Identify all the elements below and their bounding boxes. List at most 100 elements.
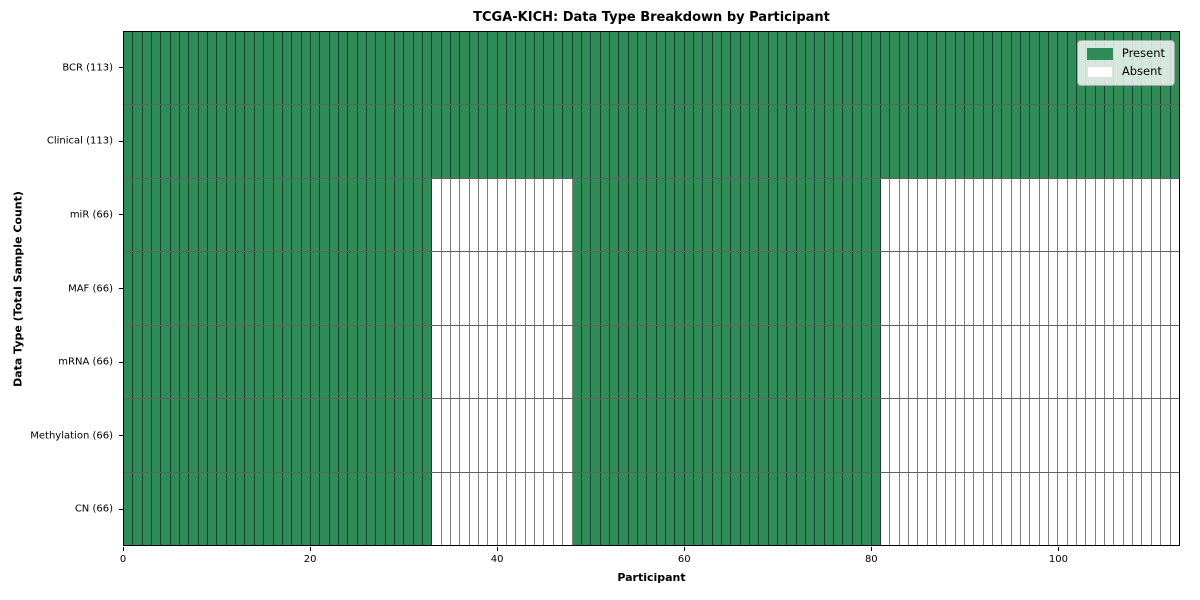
heatmap-cell	[936, 105, 947, 178]
heatmap-cell	[441, 325, 452, 399]
heatmap-cell	[208, 472, 218, 545]
heatmap-cell	[301, 325, 311, 399]
heatmap-row-miR	[124, 178, 1179, 253]
heatmap-cell	[189, 399, 199, 472]
heatmap-cell	[637, 399, 648, 472]
heatmap-cell	[740, 399, 751, 472]
heatmap-row-Methylation	[124, 399, 1179, 473]
heatmap-cell	[647, 32, 657, 105]
heatmap-cell	[899, 178, 909, 252]
heatmap-cell	[834, 325, 844, 399]
heatmap-cell	[1002, 105, 1012, 178]
heatmap-cell	[1114, 472, 1124, 545]
heatmap-cell	[1161, 399, 1171, 472]
heatmap-cell	[628, 105, 638, 178]
heatmap-cell	[834, 399, 844, 472]
heatmap-cell	[133, 472, 143, 545]
heatmap-cell	[684, 325, 694, 399]
heatmap-cell	[273, 325, 283, 399]
heatmap-cell	[852, 325, 863, 399]
heatmap-cell	[525, 399, 536, 472]
heatmap-cell	[1170, 252, 1179, 325]
heatmap-cell	[404, 325, 414, 399]
heatmap-cell	[946, 252, 956, 325]
heatmap-cell	[1105, 325, 1115, 399]
heatmap-cell	[1067, 252, 1078, 325]
heatmap-cell	[488, 472, 498, 545]
heatmap-cell	[1030, 32, 1040, 105]
heatmap-cell	[563, 32, 573, 105]
heatmap-cell	[946, 178, 956, 252]
heatmap-cell	[198, 325, 209, 399]
heatmap-cell	[1058, 252, 1068, 325]
heatmap-cell	[357, 399, 367, 472]
heatmap-cell	[992, 32, 1003, 105]
heatmap-cell	[787, 252, 797, 325]
heatmap-cell	[1086, 252, 1096, 325]
heatmap-cell	[703, 105, 713, 178]
heatmap-cell	[394, 472, 405, 545]
heatmap-cell	[142, 178, 153, 252]
heatmap-cell	[1021, 32, 1031, 105]
heatmap-cell	[946, 472, 956, 545]
heatmap-cell	[170, 472, 181, 545]
heatmap-cell	[815, 252, 825, 325]
heatmap-cell	[385, 325, 395, 399]
heatmap-cell	[226, 399, 237, 472]
heatmap-cell	[423, 105, 433, 178]
heatmap-cell	[460, 105, 470, 178]
heatmap-cell	[1123, 178, 1134, 252]
heatmap-cell	[226, 252, 237, 325]
heatmap-cell	[1170, 472, 1179, 545]
heatmap-cell	[768, 105, 779, 178]
heatmap-cell	[451, 252, 461, 325]
heatmap-cell	[329, 178, 339, 252]
heatmap-cell	[787, 178, 797, 252]
heatmap-cell	[479, 252, 489, 325]
heatmap-cell	[628, 178, 638, 252]
heatmap-cell	[750, 325, 760, 399]
heatmap-cell	[637, 178, 648, 252]
heatmap-cell	[768, 325, 779, 399]
heatmap-cell	[759, 32, 769, 105]
heatmap-cell	[806, 32, 816, 105]
heatmap-cell	[609, 32, 620, 105]
heatmap-cell	[1067, 105, 1078, 178]
heatmap-cell	[329, 399, 339, 472]
heatmap-cell	[824, 399, 835, 472]
heatmap-cell	[591, 399, 601, 472]
x-tick-mark	[309, 547, 311, 551]
heatmap-cell	[544, 325, 554, 399]
heatmap-cell	[432, 105, 442, 178]
heatmap-cell	[376, 325, 386, 399]
heatmap-cell	[750, 32, 760, 105]
y-tick-label: Methylation (66)	[30, 430, 113, 442]
heatmap-cell	[1095, 325, 1106, 399]
heatmap-cell	[1058, 472, 1068, 545]
heatmap-cell	[208, 32, 218, 105]
legend-entry-present: Present	[1086, 48, 1165, 60]
heatmap-cell	[1049, 472, 1059, 545]
heatmap-cell	[366, 105, 377, 178]
y-tick-label: CN (66)	[74, 503, 113, 515]
heatmap-cell	[198, 32, 209, 105]
heatmap-cell	[189, 178, 199, 252]
heatmap-cell	[525, 472, 536, 545]
heatmap-cell	[647, 178, 657, 252]
heatmap-cell	[1002, 399, 1012, 472]
heatmap-cell	[441, 105, 452, 178]
heatmap-cell	[927, 399, 937, 472]
heatmap-cell	[703, 178, 713, 252]
heatmap-cell	[198, 252, 209, 325]
heatmap-cell	[675, 325, 685, 399]
heatmap-cell	[320, 252, 330, 325]
heatmap-cell	[161, 472, 171, 545]
heatmap-cell	[226, 325, 237, 399]
heatmap-cell	[1021, 472, 1031, 545]
heatmap-cell	[834, 32, 844, 105]
heatmap-cell	[124, 252, 134, 325]
heatmap-cell	[338, 252, 349, 325]
heatmap-cell	[936, 178, 947, 252]
y-tick-label: miR (66)	[69, 209, 113, 221]
y-tick-mark	[119, 214, 123, 216]
